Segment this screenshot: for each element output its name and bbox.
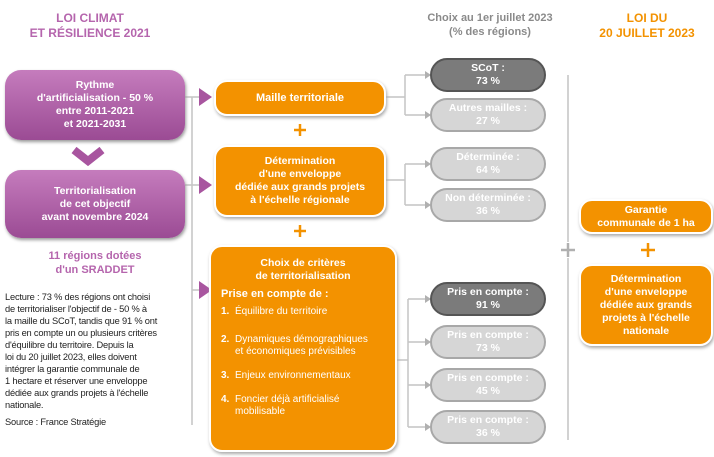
box-line: d'artificialisation - 50 % — [36, 92, 154, 104]
header-line: ET RÉSILIENCE 2021 — [29, 26, 151, 40]
item-line: mobilisable — [235, 406, 286, 417]
orange-box: Détermination d'une enveloppe dédiée aux… — [579, 264, 713, 346]
option-pill: Pris en compte :73 % — [430, 325, 546, 359]
item-line: Foncier déjà artificialisé — [235, 394, 340, 405]
box-line: entre 2011-2021 — [55, 105, 135, 117]
item-line: Enjeux environnementaux — [235, 370, 351, 381]
criteria-item: 4. Foncier déjà artificialisé mobilisable — [221, 394, 385, 418]
sraddet: 11 régions dotées d'un SRADDET — [5, 249, 185, 277]
lecture: Lecture : 73 % des régions ont choisi de … — [5, 291, 191, 411]
option-value: 45 % — [476, 385, 500, 397]
box-line: dédiée aux grands projets — [234, 181, 366, 193]
option-label: Autres mailles : — [448, 102, 528, 114]
option-pill: Pris en compte :36 % — [430, 410, 546, 444]
item-number: 3. — [221, 370, 230, 381]
box-line: d'une enveloppe — [258, 168, 342, 180]
criteria-subtitle: Prise en compte de : — [221, 288, 329, 300]
option-label: Pris en compte : — [447, 372, 529, 384]
criteria-items: 1. Équilibre du territoire 2. Dynamiques dé… — [221, 306, 385, 418]
lecture-line: la maille du SCoT, tandis que 91 % ont — [5, 316, 158, 326]
box-line: de cet objectif — [59, 197, 131, 210]
lecture-line: 1 hectare et réserver une enveloppe — [5, 376, 148, 386]
box-line: avant novembre 2024 — [41, 210, 149, 223]
option-label: Pris en compte : — [447, 329, 529, 341]
box-line: Détermination — [610, 272, 682, 285]
option-label: Non déterminée : — [445, 192, 531, 204]
sraddet-line: d'un SRADDET — [55, 264, 135, 276]
option-pill: Pris en compte :45 % — [430, 368, 546, 402]
source: Source : France Stratégie — [5, 417, 106, 427]
option-value: 73 % — [476, 342, 500, 354]
box-line: et 2021-2031 — [63, 118, 127, 130]
lecture-line: pris en compte un ou plusieurs critères — [5, 328, 157, 338]
lecture-line: nationale. — [5, 400, 44, 410]
lecture-line: d'équilibre du territoire. Depuis la — [5, 340, 134, 350]
option-pill: Non déterminée :36 % — [430, 188, 546, 222]
option-pill: Pris en compte :91 % — [430, 282, 546, 316]
box-line: de territorialisation — [255, 270, 351, 282]
option-value: 64 % — [476, 164, 500, 176]
purple-box: Rythme d'artificialisation - 50 % entre … — [5, 70, 185, 140]
box-line: Garantie — [624, 203, 668, 216]
box-line: d'une enveloppe — [604, 285, 688, 298]
box-line: Rythme — [75, 79, 115, 91]
middle-header: Choix au 1er juillet 2023 (% des régions… — [405, 11, 575, 39]
lecture-line: Lecture : 73 % des régions ont choisi — [5, 292, 151, 302]
criteria-title: Choix de critères de territorialisation — [221, 257, 385, 283]
orange-box: Maille territoriale — [214, 80, 386, 116]
option-pill: Autres mailles :27 % — [430, 98, 546, 132]
option-label: Pris en compte : — [447, 414, 529, 426]
option-pill: Déterminée :64 % — [430, 147, 546, 181]
left-header: LOI CLIMAT ET RÉSILIENCE 2021 — [5, 11, 175, 41]
lecture-line: intégrer la garantie communale de — [5, 364, 140, 374]
header-line: (% des régions) — [449, 26, 531, 38]
orange-box: Garantie communale de 1 ha — [579, 199, 713, 234]
item-text: Enjeux environnementaux — [235, 370, 351, 382]
option-value: 91 % — [476, 299, 500, 311]
option-label: SCoT : — [471, 62, 505, 74]
item-number: 4. — [221, 394, 230, 405]
item-text: Équilibre du territoire — [235, 306, 327, 318]
item-line: Équilibre du territoire — [235, 306, 328, 317]
box-line: projets à l'échelle — [602, 311, 690, 324]
box-line: Maille territoriale — [255, 91, 345, 104]
box-line: communale de 1 ha — [597, 216, 695, 229]
criteria-item: 2. Dynamiques démographiques et économique… — [221, 334, 385, 358]
item-line: Dynamiques démographiques — [235, 334, 368, 345]
option-value: 36 % — [476, 427, 500, 439]
item-line: et économiques prévisibles — [235, 346, 356, 357]
sraddet-line: 11 régions dotées — [48, 250, 142, 262]
orange-box: Détermination d'une enveloppe dédiée aux… — [214, 145, 386, 217]
lecture-line: de territorialiser l'objectif de - 50 % … — [5, 304, 147, 314]
right-header: LOI DU 20 JUILLET 2023 — [580, 11, 714, 41]
box-line: Territorialisation — [53, 184, 137, 197]
criteria-item: 3. Enjeux environnementaux — [221, 370, 385, 382]
option-value: 36 % — [476, 205, 500, 217]
box-line: nationale — [622, 324, 670, 337]
header-line: 20 JUILLET 2023 — [599, 26, 695, 40]
box-line: Détermination — [264, 155, 336, 167]
header-line: LOI DU — [626, 11, 668, 25]
item-number: 2. — [221, 334, 230, 345]
item-text: Foncier déjà artificialisé mobilisable — [235, 394, 340, 418]
header-line: Choix au 1er juillet 2023 — [427, 12, 553, 24]
criteria-box: Choix de critères de territorialisation … — [209, 245, 397, 452]
criteria-item: 1. Équilibre du territoire — [221, 306, 385, 318]
option-label: Déterminée : — [456, 151, 520, 163]
lecture-line: loi du 20 juillet 2023, elles doivent — [5, 352, 137, 362]
item-number: 1. — [221, 306, 230, 317]
item-text: Dynamiques démographiques et économiques … — [235, 334, 368, 358]
header-line: LOI CLIMAT — [56, 11, 124, 25]
box-line: à l'échelle régionale — [250, 194, 350, 206]
purple-box: Territorialisation de cet objectif avant… — [5, 170, 185, 238]
box-line: Choix de critères — [260, 257, 346, 269]
box-line: dédiée aux grands — [599, 298, 693, 311]
option-value: 73 % — [476, 75, 500, 87]
option-value: 27 % — [476, 115, 500, 127]
option-pill: SCoT :73 % — [430, 58, 546, 92]
option-label: Pris en compte : — [447, 286, 529, 298]
lecture-line: dédiée aux grands projets à l'échelle — [5, 388, 149, 398]
